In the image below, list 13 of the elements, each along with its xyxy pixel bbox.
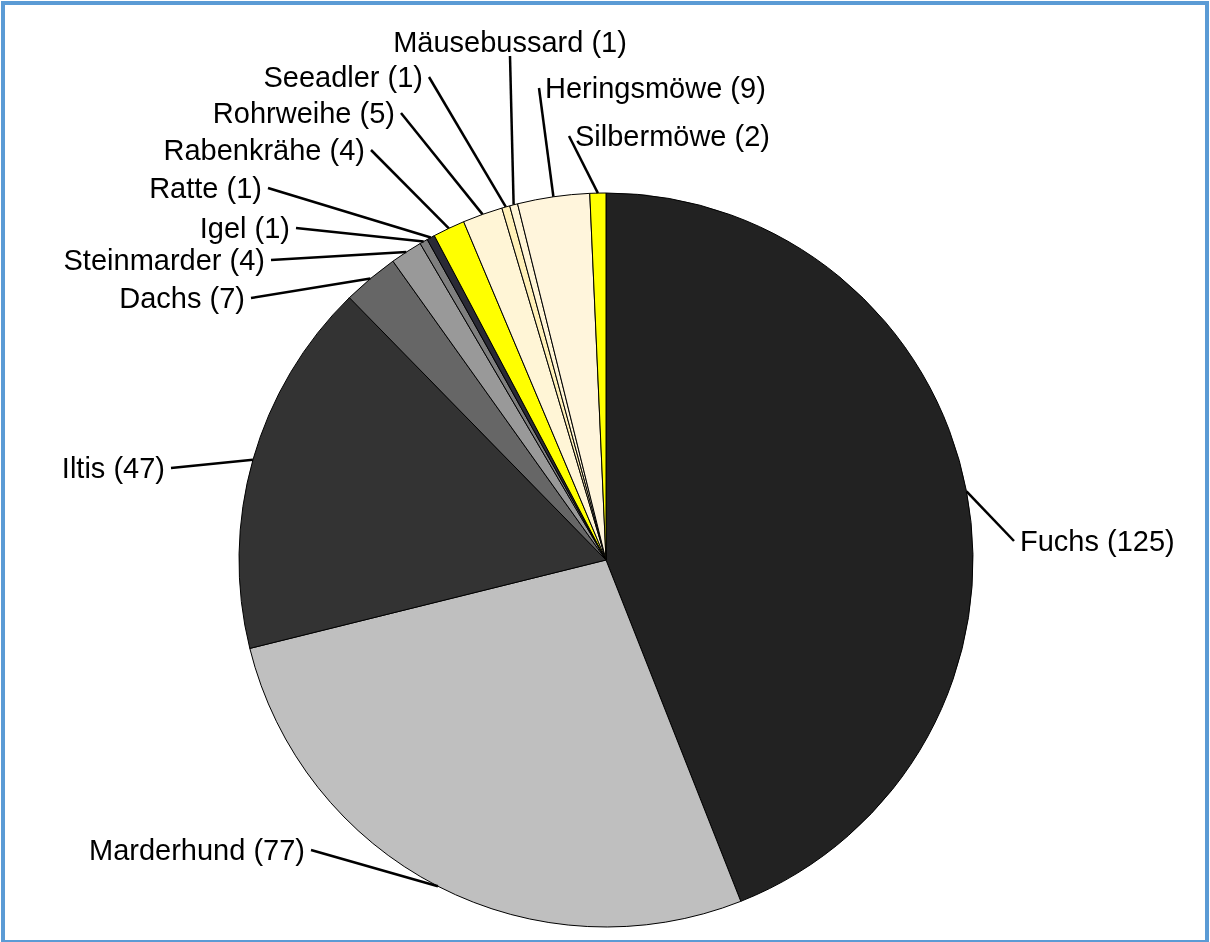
slice-label: Ratte (1) [149, 172, 262, 205]
slice-label: Mäusebussard (1) [393, 26, 627, 59]
slice-label: Dachs (7) [119, 282, 245, 315]
slice-label: Rohrweihe (5) [212, 97, 395, 130]
slice-label: Fuchs (125) [1020, 525, 1175, 558]
slice-label: Marderhund (77) [89, 834, 305, 867]
slice-label: Steinmarder (4) [63, 244, 265, 277]
slice-label: Silbermöwe (2) [575, 120, 770, 153]
slice-label: Iltis (47) [61, 452, 165, 485]
slice-label: Igel (1) [199, 212, 290, 245]
slice-label: Heringsmöwe (9) [545, 72, 766, 105]
slice-label: Seeadler (1) [263, 61, 423, 94]
slice-label: Rabenkrähe (4) [163, 134, 365, 167]
